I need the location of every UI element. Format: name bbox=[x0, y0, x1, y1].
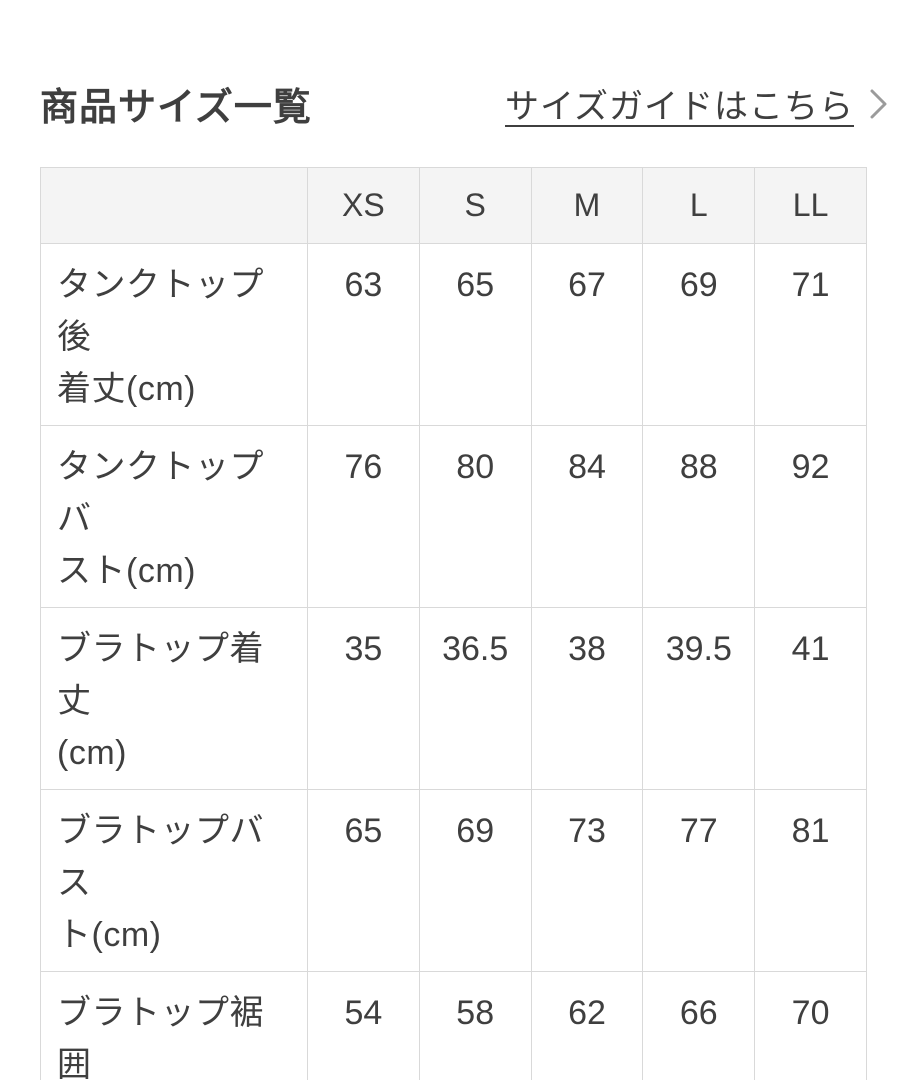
table-row: タンクトップバ スト(cm) 76 80 84 88 92 bbox=[40, 425, 867, 608]
table-row: ブラトップバス ト(cm) 65 69 73 77 81 bbox=[40, 789, 867, 972]
cell-value: 67 bbox=[530, 243, 644, 426]
table-header-size-s: S bbox=[418, 167, 532, 244]
cell-value: 84 bbox=[530, 425, 644, 608]
cell-value: 58 bbox=[418, 971, 532, 1080]
table-header-size-m: M bbox=[530, 167, 644, 244]
cell-value: 39.5 bbox=[642, 607, 756, 790]
cell-value: 69 bbox=[418, 789, 532, 972]
size-guide-link[interactable]: サイズガイドはこちら bbox=[505, 79, 887, 128]
chevron-right-icon bbox=[870, 89, 887, 118]
size-table: XS S M L LL タンクトップ後 着丈(cm) 63 65 67 69 7… bbox=[40, 167, 867, 1080]
cell-value: 80 bbox=[418, 425, 532, 608]
size-guide-link-label: サイズガイドはこちら bbox=[505, 88, 854, 126]
cell-value: 36.5 bbox=[418, 607, 532, 790]
table-row: ブラトップ着丈 (cm) 35 36.5 38 39.5 41 bbox=[40, 607, 867, 790]
row-label-tanktop-back-length: タンクトップ後 着丈(cm) bbox=[40, 243, 308, 426]
cell-value: 41 bbox=[754, 607, 867, 790]
cell-value: 70 bbox=[754, 971, 867, 1080]
cell-value: 77 bbox=[642, 789, 756, 972]
cell-value: 65 bbox=[307, 789, 420, 972]
cell-value: 92 bbox=[754, 425, 867, 608]
table-header-size-l: L bbox=[642, 167, 756, 244]
cell-value: 81 bbox=[754, 789, 867, 972]
cell-value: 66 bbox=[642, 971, 756, 1080]
cell-value: 62 bbox=[530, 971, 644, 1080]
cell-value: 35 bbox=[307, 607, 420, 790]
table-row: ブラトップ裾囲 (cm) 54 58 62 66 70 bbox=[40, 971, 867, 1080]
cell-value: 73 bbox=[530, 789, 644, 972]
row-label-bratop-hem: ブラトップ裾囲 (cm) bbox=[40, 971, 308, 1080]
cell-value: 76 bbox=[307, 425, 420, 608]
section-header: 商品サイズ一覧 サイズガイドはこちら bbox=[40, 76, 887, 131]
cell-value: 63 bbox=[307, 243, 420, 426]
table-header-size-ll: LL bbox=[754, 167, 867, 244]
cell-value: 71 bbox=[754, 243, 867, 426]
row-label-bratop-length: ブラトップ着丈 (cm) bbox=[40, 607, 308, 790]
row-label-tanktop-bust: タンクトップバ スト(cm) bbox=[40, 425, 308, 608]
cell-value: 38 bbox=[530, 607, 644, 790]
table-header-empty-cell bbox=[40, 167, 308, 244]
cell-value: 88 bbox=[642, 425, 756, 608]
table-row: タンクトップ後 着丈(cm) 63 65 67 69 71 bbox=[40, 243, 867, 426]
cell-value: 69 bbox=[642, 243, 756, 426]
page-title: 商品サイズ一覧 bbox=[40, 87, 312, 129]
table-header-row: XS S M L LL bbox=[40, 167, 867, 244]
cell-value: 54 bbox=[307, 971, 420, 1080]
cell-value: 65 bbox=[418, 243, 532, 426]
table-header-size-xs: XS bbox=[307, 167, 420, 244]
row-label-bratop-bust: ブラトップバス ト(cm) bbox=[40, 789, 308, 972]
